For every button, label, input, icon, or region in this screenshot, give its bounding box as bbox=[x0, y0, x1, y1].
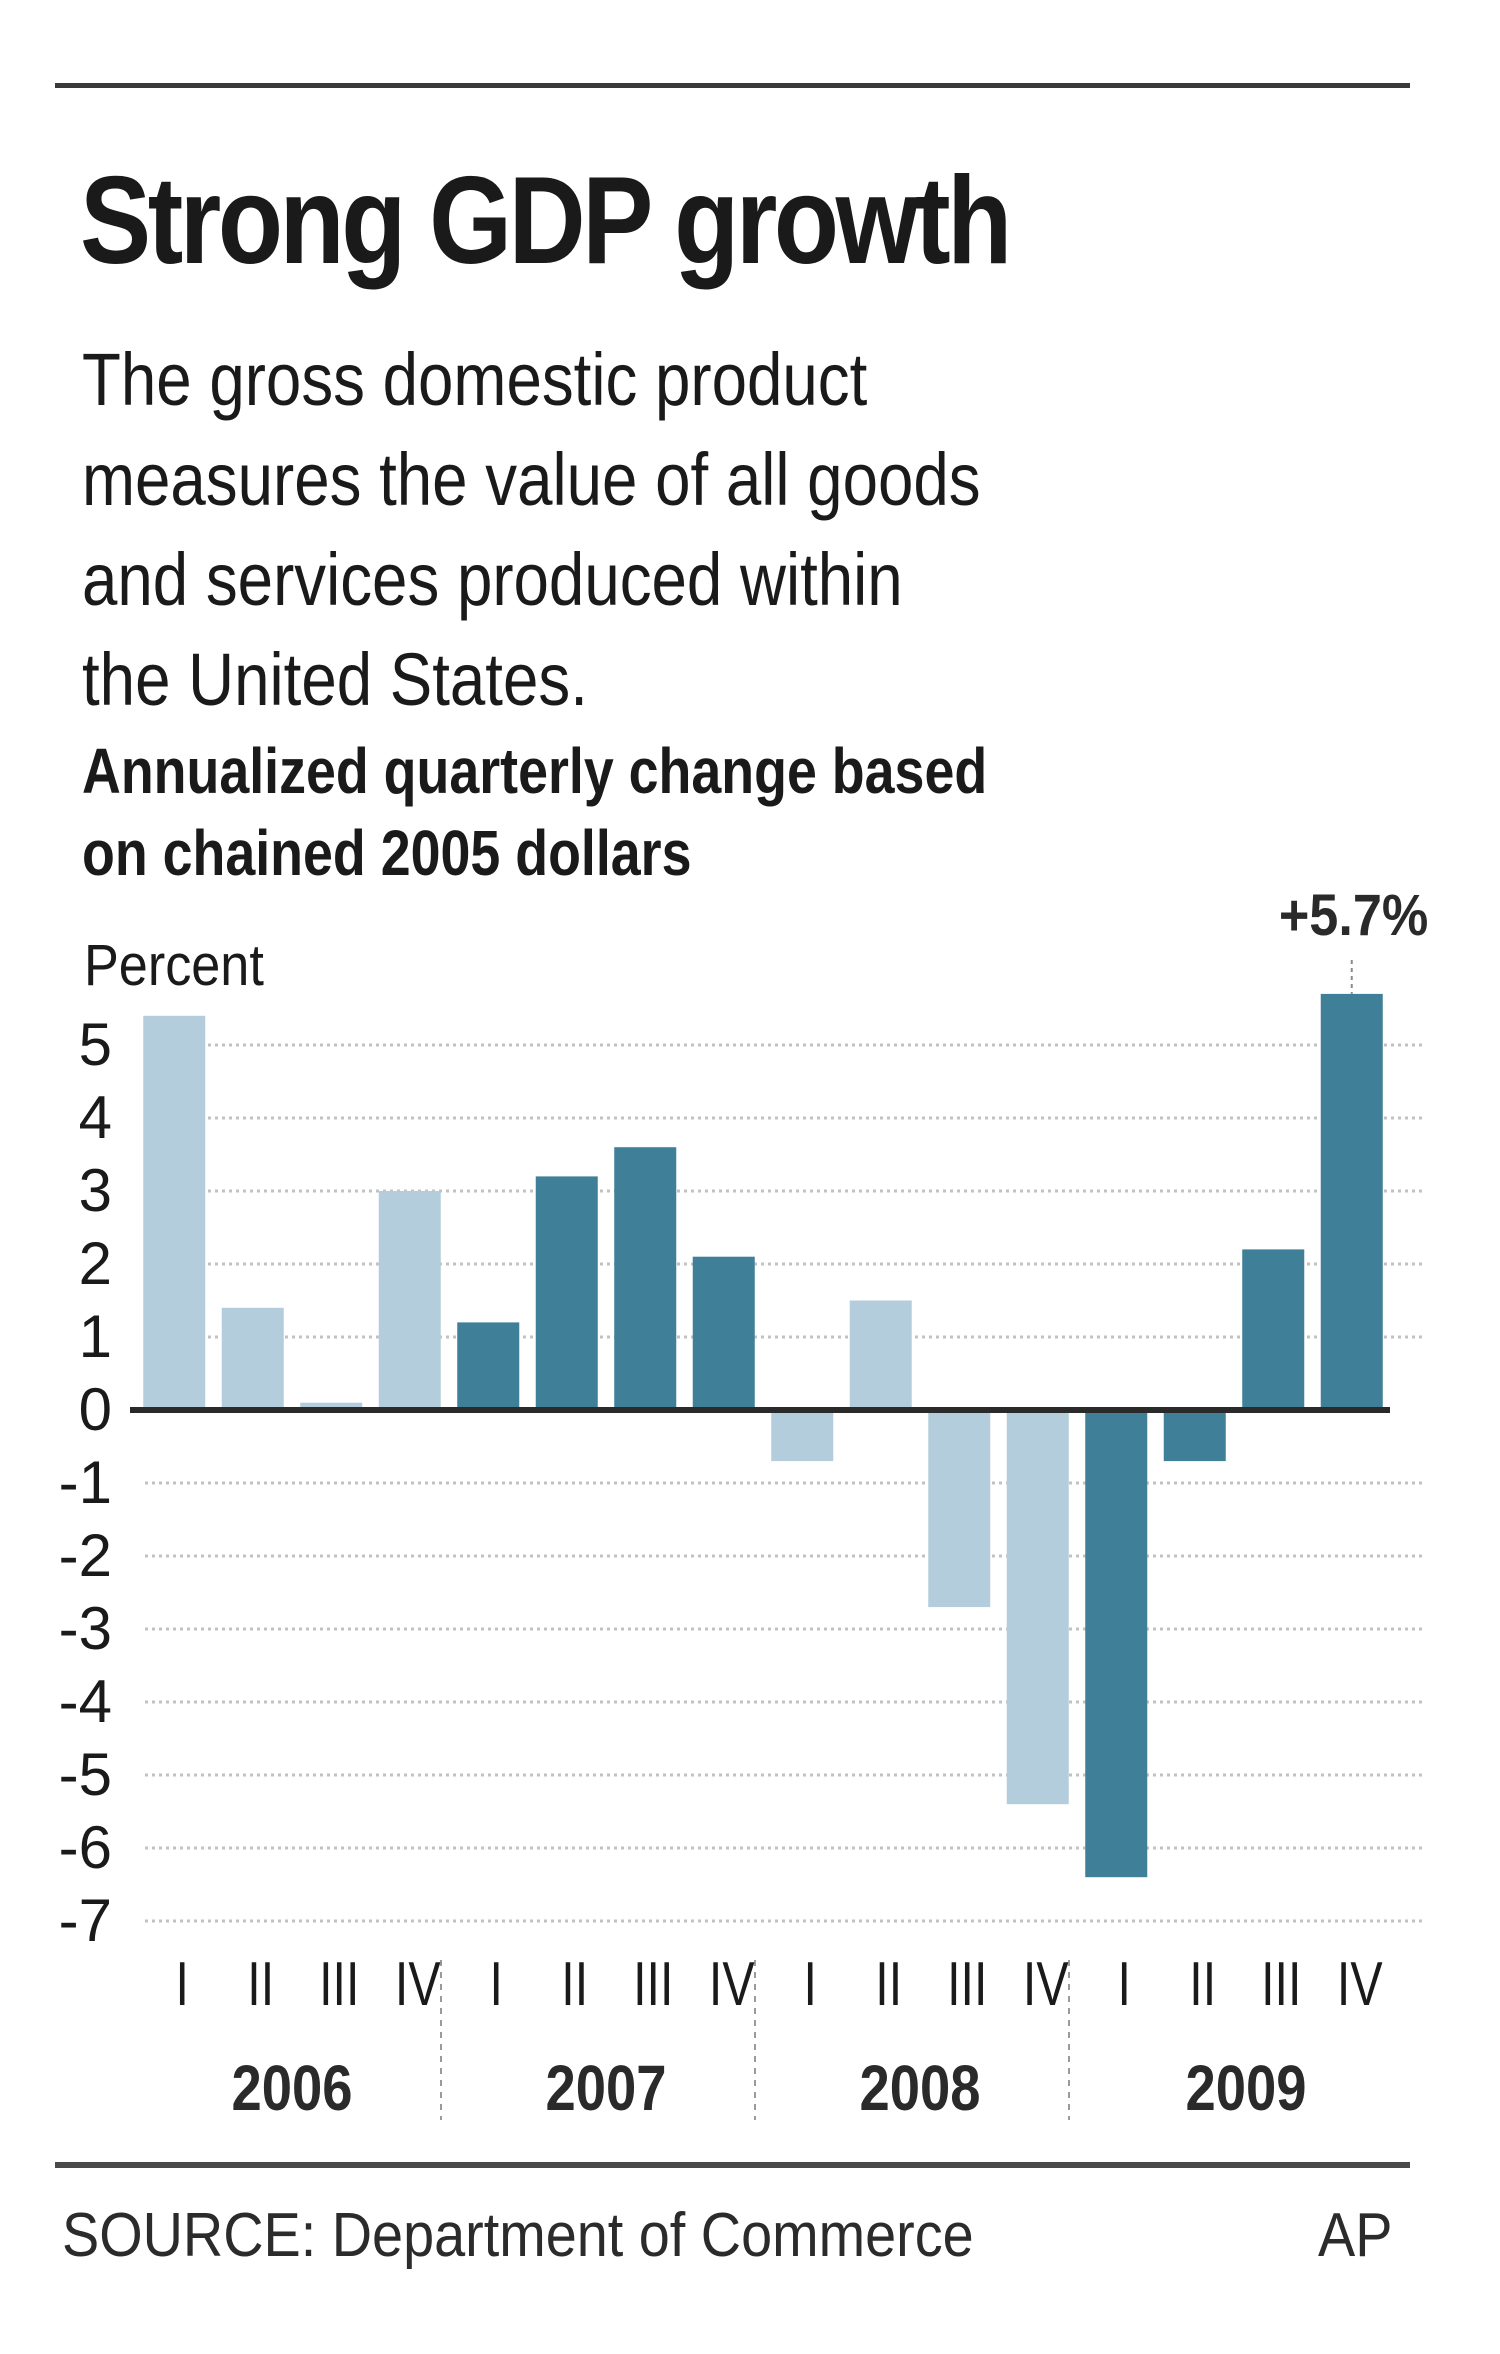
y-tick-label: -3 bbox=[59, 1595, 112, 1662]
x-tick-label: III bbox=[633, 1949, 673, 2018]
bar-2007-iii bbox=[614, 1147, 677, 1410]
description-line: the United States. bbox=[82, 638, 588, 721]
y-tick-label: -7 bbox=[59, 1887, 112, 1954]
x-tick-label: II bbox=[1189, 1949, 1216, 2018]
x-tick-label: III bbox=[947, 1949, 987, 2018]
y-tick-label: -5 bbox=[59, 1741, 112, 1808]
bar-2006-iv bbox=[378, 1191, 441, 1410]
bar-2008-iv bbox=[1006, 1410, 1069, 1805]
subtitle-line: Annualized quarterly change based bbox=[82, 735, 988, 807]
description-line: and services produced within bbox=[82, 538, 903, 621]
x-axis-year-labels: 2006 2007 2008 2009 bbox=[232, 2052, 1307, 2124]
x-tick-label: III bbox=[319, 1949, 359, 2018]
bar-2007-iv bbox=[692, 1256, 755, 1410]
year-separators bbox=[440, 1960, 1070, 2120]
bar-2009-iv bbox=[1320, 993, 1383, 1410]
description-line: measures the value of all goods bbox=[82, 438, 981, 521]
annotation-label: +5.7% bbox=[1279, 882, 1428, 947]
x-tick-label: IV bbox=[395, 1949, 441, 2018]
bar-2008-iii bbox=[928, 1410, 991, 1608]
year-label: 2006 bbox=[232, 2052, 353, 2124]
x-axis-quarter-labels: I II III IV I II III IV I II III IV I II III IV bbox=[176, 1949, 1383, 2018]
y-tick-label: 2 bbox=[79, 1230, 112, 1297]
y-tick-label: 0 bbox=[79, 1376, 112, 1443]
bar-2006-ii bbox=[221, 1307, 284, 1410]
bar-2006-iii bbox=[300, 1402, 363, 1410]
y-tick-label: 4 bbox=[79, 1084, 112, 1151]
year-label: 2007 bbox=[546, 2052, 667, 2124]
annotation: +5.7% bbox=[1279, 882, 1428, 994]
bottom-rule bbox=[55, 2162, 1410, 2168]
y-tick-label: -2 bbox=[59, 1522, 112, 1589]
chart-subtitle: Annualized quarterly change based on cha… bbox=[82, 730, 1426, 894]
y-tick-label: -4 bbox=[59, 1668, 112, 1735]
y-tick-label: -1 bbox=[59, 1449, 112, 1516]
year-label: 2009 bbox=[1186, 2052, 1307, 2124]
x-tick-label: III bbox=[1261, 1949, 1301, 2018]
x-tick-label: I bbox=[176, 1949, 189, 2018]
bar-2008-i bbox=[771, 1410, 834, 1462]
source-note: SOURCE: Department of Commerce bbox=[62, 2201, 974, 2270]
x-tick-label: I bbox=[490, 1949, 503, 2018]
x-tick-label: IV bbox=[709, 1949, 755, 2018]
x-tick-label: IV bbox=[1023, 1949, 1069, 2018]
top-rule bbox=[55, 83, 1410, 88]
x-tick-label: II bbox=[247, 1949, 274, 2018]
x-tick-label: I bbox=[1118, 1949, 1131, 2018]
y-axis-label: Percent bbox=[84, 932, 264, 997]
subtitle-line: on chained 2005 dollars bbox=[82, 817, 692, 889]
x-tick-label: IV bbox=[1337, 1949, 1383, 2018]
bar-2009-i bbox=[1085, 1410, 1148, 1878]
description-line: The gross domestic product bbox=[82, 338, 868, 421]
bar-2009-iii bbox=[1242, 1249, 1305, 1410]
year-label: 2008 bbox=[860, 2052, 981, 2124]
y-tick-label: -6 bbox=[59, 1814, 112, 1881]
bar-2009-ii bbox=[1163, 1410, 1226, 1462]
bar-2008-ii bbox=[849, 1300, 912, 1410]
bars bbox=[143, 993, 1383, 1878]
x-tick-label: I bbox=[804, 1949, 817, 2018]
x-tick-label: II bbox=[561, 1949, 588, 2018]
chart-title: Strong GDP growth bbox=[80, 152, 1012, 290]
y-tick-label: 5 bbox=[79, 1011, 112, 1078]
bar-2007-i bbox=[457, 1322, 520, 1410]
chart-description: The gross domestic product measures the … bbox=[82, 330, 1458, 730]
y-tick-label: 3 bbox=[79, 1157, 112, 1224]
bar-2007-ii bbox=[535, 1176, 598, 1410]
bar-2006-i bbox=[143, 1015, 206, 1410]
credit-label: AP bbox=[1318, 2201, 1393, 2270]
y-tick-label: 1 bbox=[79, 1303, 112, 1370]
x-tick-label: II bbox=[875, 1949, 902, 2018]
gridlines bbox=[145, 1043, 1425, 1923]
